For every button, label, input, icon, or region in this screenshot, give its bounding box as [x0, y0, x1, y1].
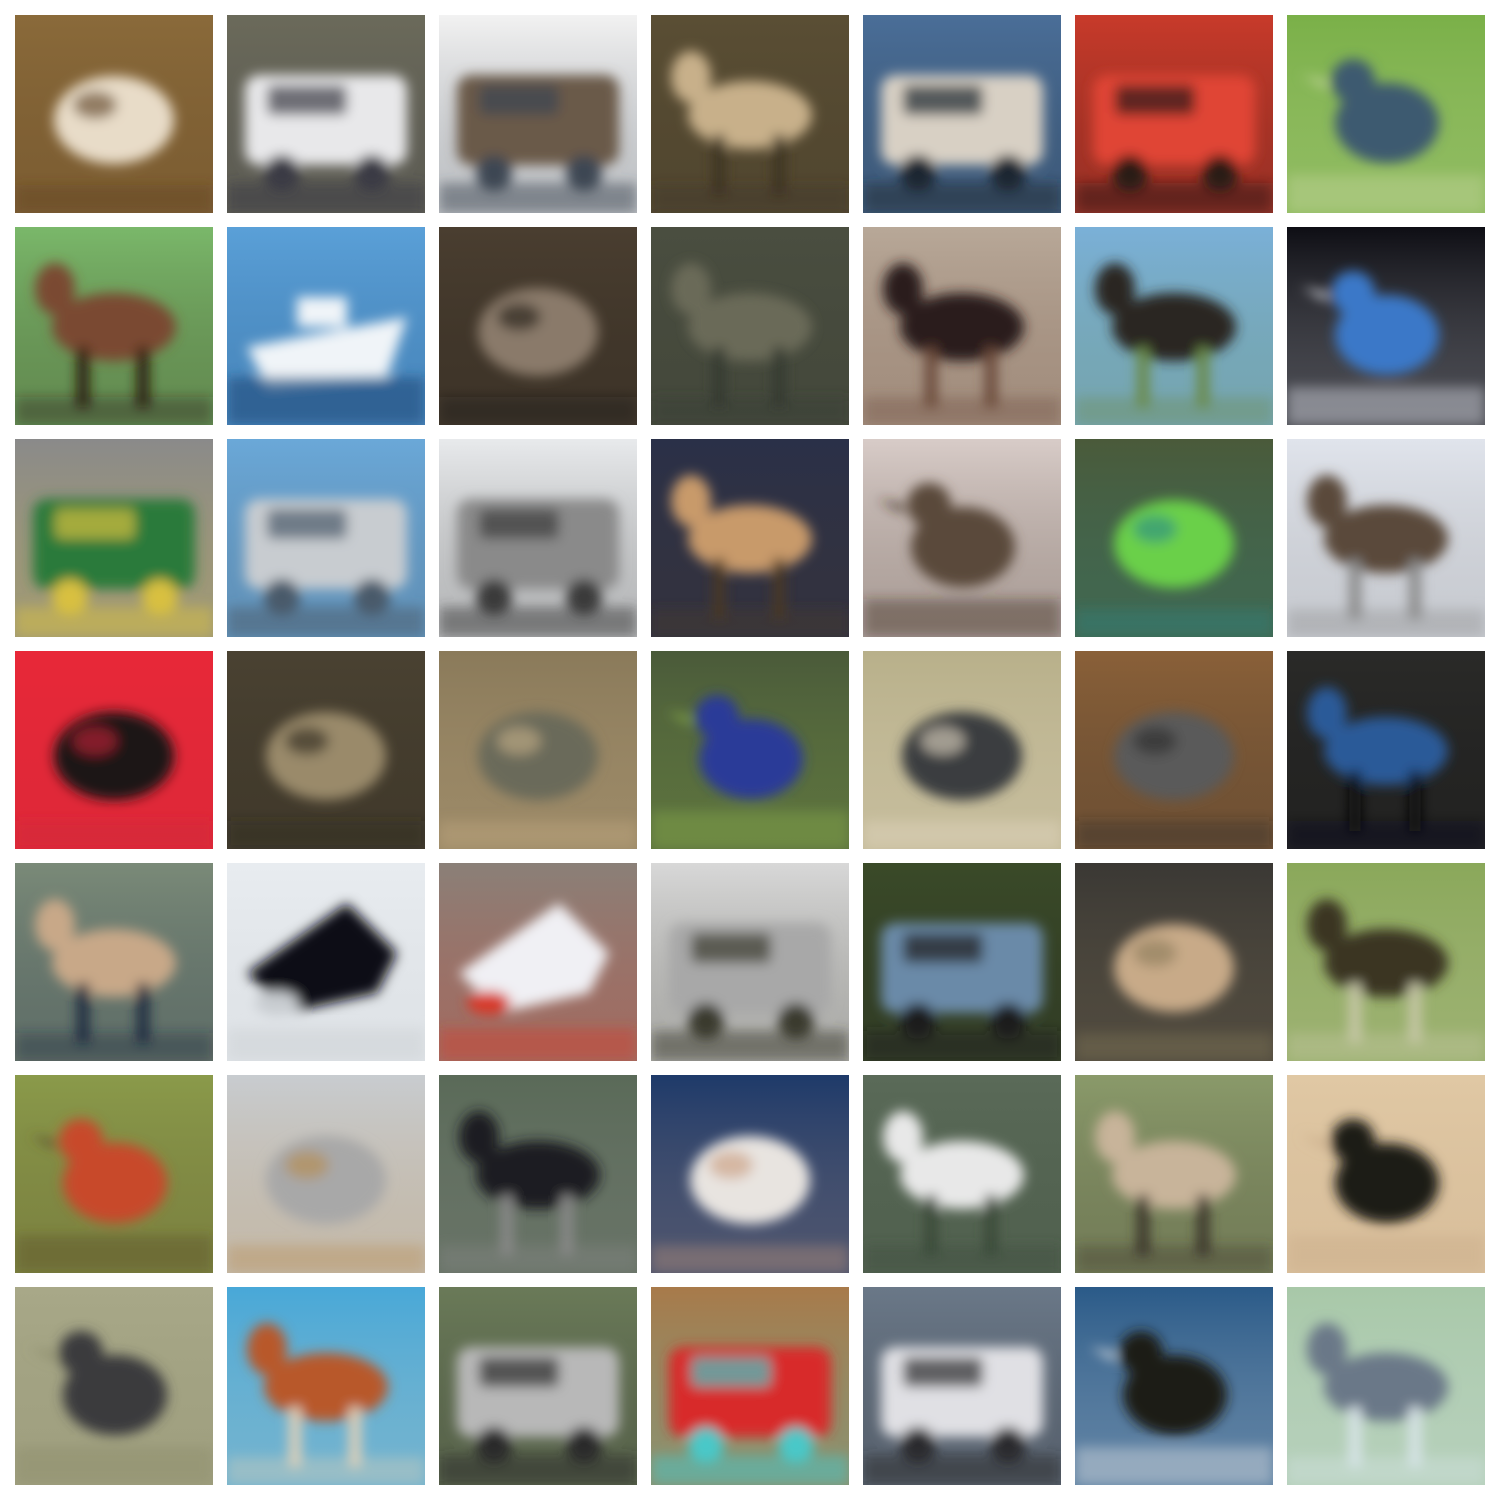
thumbnail-automobile — [1075, 15, 1273, 213]
thumbnail-image — [439, 1075, 637, 1273]
thumbnail-frog — [1075, 439, 1273, 637]
thumbnail-truck — [651, 863, 849, 1061]
thumbnail-automobile — [863, 15, 1061, 213]
thumbnail-image — [15, 1287, 213, 1485]
thumbnail-image — [15, 1075, 213, 1273]
thumbnail-deer — [1287, 1287, 1485, 1485]
thumbnail-image — [227, 1075, 425, 1273]
thumbnail-cat — [1075, 651, 1273, 849]
thumbnail-image — [1287, 863, 1485, 1061]
thumbnail-airplane — [439, 863, 637, 1061]
thumbnail-airplane — [227, 863, 425, 1061]
thumbnail-image — [863, 863, 1061, 1061]
thumbnail-truck — [227, 439, 425, 637]
thumbnail-cat — [439, 227, 637, 425]
thumbnail-dog — [1075, 1075, 1273, 1273]
thumbnail-image — [1075, 227, 1273, 425]
thumbnail-image — [15, 651, 213, 849]
thumbnail-image — [1075, 1075, 1273, 1273]
thumbnail-automobile — [439, 1287, 637, 1485]
thumbnail-horse — [1287, 651, 1485, 849]
thumbnail-image — [863, 439, 1061, 637]
thumbnail-image — [1287, 439, 1485, 637]
thumbnail-image — [227, 439, 425, 637]
thumbnail-image — [439, 439, 637, 637]
thumbnail-image — [863, 1287, 1061, 1485]
thumbnail-image — [863, 651, 1061, 849]
thumbnail-bird — [1287, 15, 1485, 213]
thumbnail-image — [651, 651, 849, 849]
thumbnail-deer — [651, 15, 849, 213]
thumbnail-image — [651, 1075, 849, 1273]
thumbnail-image — [651, 15, 849, 213]
thumbnail-image — [1075, 439, 1273, 637]
thumbnail-frog — [15, 15, 213, 213]
thumbnail-deer — [651, 227, 849, 425]
thumbnail-image — [1287, 227, 1485, 425]
thumbnail-automobile — [863, 863, 1061, 1061]
thumbnail-image — [1287, 1075, 1485, 1273]
thumbnail-image — [1075, 651, 1273, 849]
thumbnail-automobile — [651, 1287, 849, 1485]
thumbnail-bird — [15, 1287, 213, 1485]
thumbnail-frog — [15, 651, 213, 849]
thumbnail-image — [15, 227, 213, 425]
thumbnail-image — [15, 863, 213, 1061]
thumbnail-image — [1075, 15, 1273, 213]
thumbnail-horse — [15, 227, 213, 425]
thumbnail-bird — [1075, 1287, 1273, 1485]
thumbnail-image — [227, 863, 425, 1061]
thumbnail-image — [439, 651, 637, 849]
thumbnail-image — [863, 227, 1061, 425]
thumbnail-horse — [439, 1075, 637, 1273]
thumbnail-horse — [227, 1287, 425, 1485]
thumbnail-image — [15, 439, 213, 637]
thumbnail-image — [439, 863, 637, 1061]
thumbnail-frog — [227, 651, 425, 849]
thumbnail-image — [651, 1287, 849, 1485]
thumbnail-dog — [863, 1075, 1061, 1273]
thumbnail-bird — [15, 1075, 213, 1273]
thumbnail-truck — [439, 439, 637, 637]
thumbnail-image — [1287, 1287, 1485, 1485]
thumbnail-image — [439, 15, 637, 213]
thumbnail-image — [439, 1287, 637, 1485]
thumbnail-image — [1075, 1287, 1273, 1485]
thumbnail-ship — [227, 227, 425, 425]
thumbnail-image — [1075, 863, 1273, 1061]
thumbnail-image — [863, 1075, 1061, 1273]
thumbnail-image — [651, 439, 849, 637]
thumbnail-cat — [227, 1075, 425, 1273]
thumbnail-bird — [651, 651, 849, 849]
thumbnail-image — [439, 227, 637, 425]
thumbnail-truck — [15, 439, 213, 637]
thumbnail-image — [227, 1287, 425, 1485]
thumbnail-image — [651, 863, 849, 1061]
thumbnail-bird — [1287, 227, 1485, 425]
thumbnail-truck — [227, 15, 425, 213]
thumbnail-deer — [1287, 863, 1485, 1061]
thumbnail-image — [227, 15, 425, 213]
thumbnail-deer — [1287, 439, 1485, 637]
thumbnail-cat — [651, 1075, 849, 1273]
thumbnail-cat — [1075, 863, 1273, 1061]
thumbnail-image — [227, 651, 425, 849]
thumbnail-image — [227, 227, 425, 425]
thumbnail-deer — [15, 863, 213, 1061]
thumbnail-image — [1287, 15, 1485, 213]
thumbnail-automobile — [863, 1287, 1061, 1485]
thumbnail-bird — [863, 439, 1061, 637]
thumbnail-truck — [439, 15, 637, 213]
thumbnail-image — [15, 15, 213, 213]
thumbnail-horse — [863, 227, 1061, 425]
thumbnail-frog — [863, 651, 1061, 849]
thumbnail-bird — [1287, 1075, 1485, 1273]
thumbnail-dog — [651, 439, 849, 637]
thumbnail-image — [1287, 651, 1485, 849]
thumbnail-image — [863, 15, 1061, 213]
thumbnail-horse — [1075, 227, 1273, 425]
thumbnail-frog — [439, 651, 637, 849]
thumbnail-image — [651, 227, 849, 425]
